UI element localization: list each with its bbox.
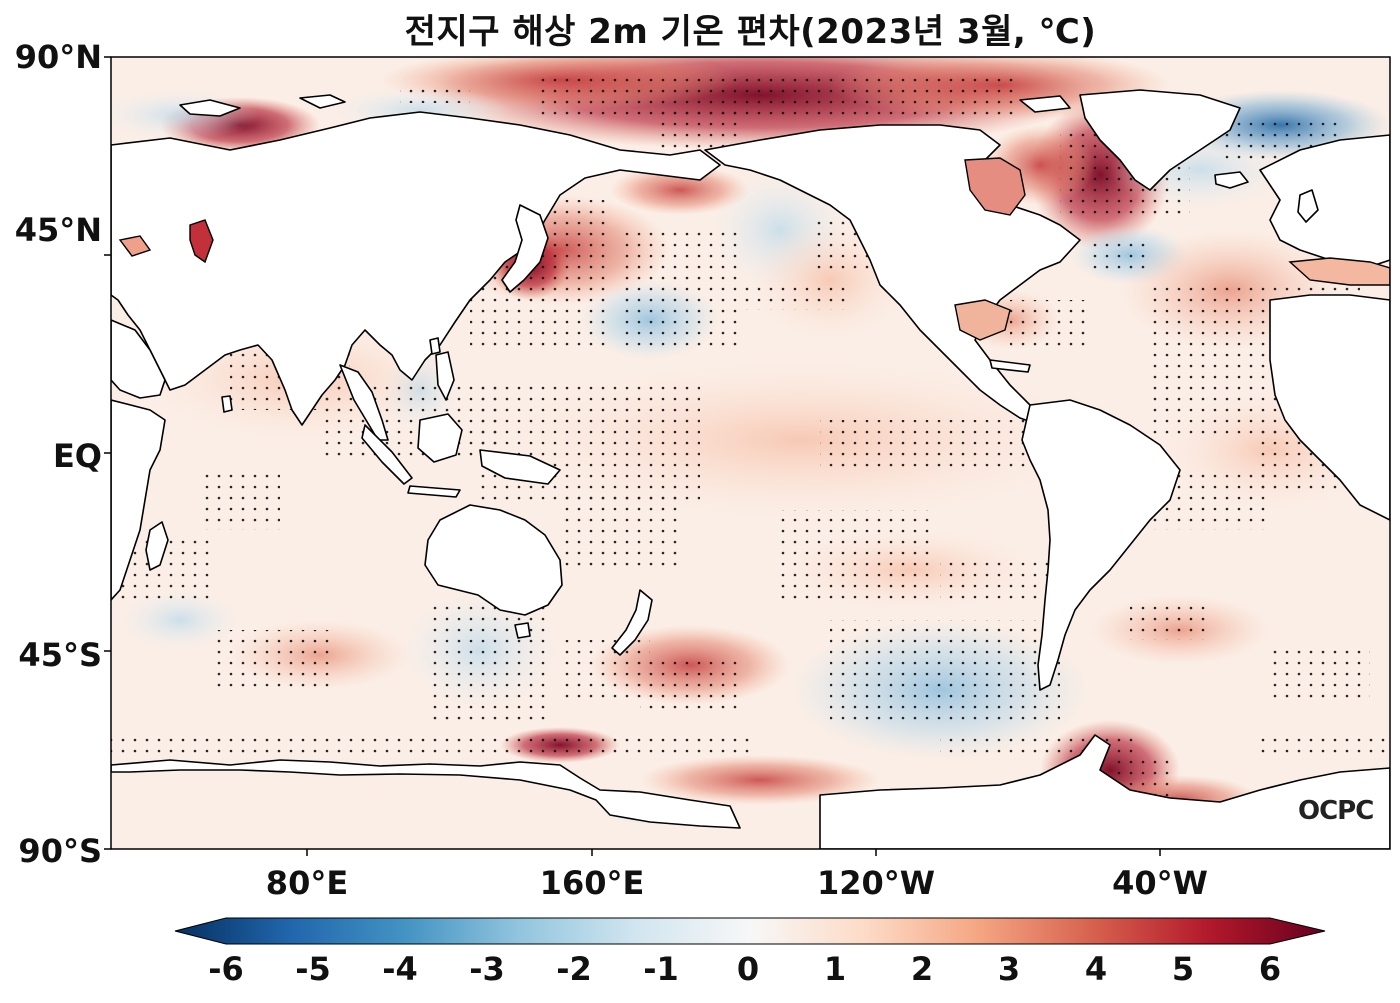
colorbar-tick-10: 4 [1084, 950, 1108, 988]
lon-label-120w: 120°W [816, 864, 936, 902]
lon-label-80e: 80°E [265, 864, 349, 902]
colorbar-tick-3: -3 [469, 950, 505, 988]
colorbar-tick-2: -4 [382, 950, 418, 988]
lat-label-90n: 90°N [14, 38, 102, 76]
lon-label-40w: 40°W [1112, 864, 1208, 902]
lon-label-160e: 160°E [539, 864, 645, 902]
lat-label-45n: 45°N [14, 211, 102, 249]
lat-label-eq: EQ [52, 437, 102, 475]
colorbar-tick-4: -2 [556, 950, 592, 988]
colorbar-tick-5: -1 [643, 950, 679, 988]
inland-seas [118, 157, 1390, 341]
lat-label-90s: 90°S [18, 832, 102, 870]
axis-ticks [104, 56, 1161, 856]
ocpc-watermark: OCPC [1298, 796, 1374, 826]
colorbar [174, 917, 1326, 945]
colorbar-tick-7: 1 [823, 950, 847, 988]
colorbar-tick-6: 0 [736, 950, 760, 988]
lat-label-45s: 45°S [18, 636, 102, 674]
colorbar-tick-11: 5 [1171, 950, 1195, 988]
colorbar-tick-9: 3 [997, 950, 1021, 988]
significance-stippling [111, 75, 1390, 810]
colorbar-tick-8: 2 [910, 950, 934, 988]
anomaly-field [111, 57, 1390, 849]
colorbar-tick-0: -6 [208, 950, 244, 988]
colorbar-tick-1: -5 [295, 950, 331, 988]
colorbar-bar [174, 917, 1326, 945]
map-title: 전지구 해상 2m 기온 편차(2023년 3월, ℃) [404, 12, 1097, 52]
colorbar-tick-12: 6 [1258, 950, 1282, 988]
